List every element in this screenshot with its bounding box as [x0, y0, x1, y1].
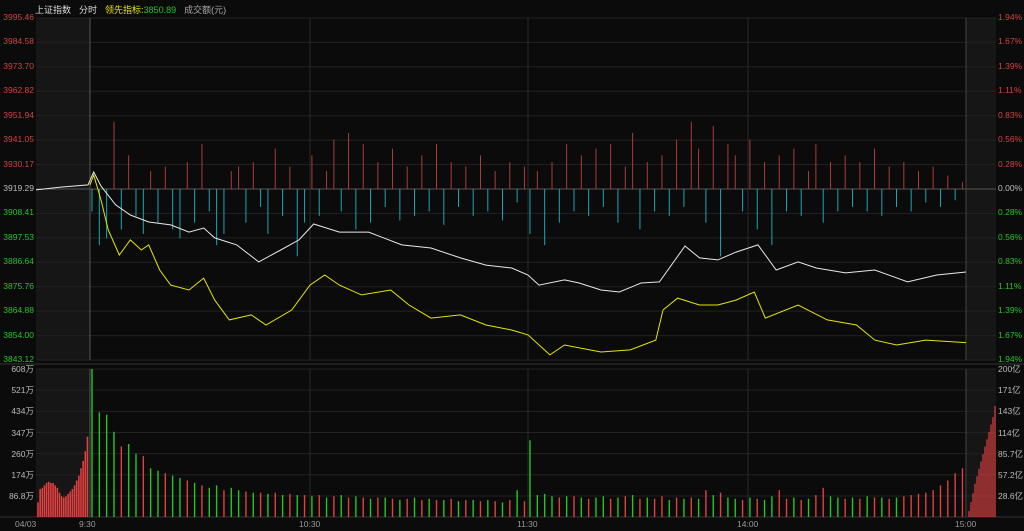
volume-tick-label: 608万	[11, 364, 34, 374]
price-tick-label: 3908.41	[3, 207, 34, 218]
price-tick-label: 3919.29	[3, 183, 34, 193]
price-tick-label: 3941.05	[3, 134, 34, 145]
percent-tick-label: 1.67%	[998, 36, 1023, 47]
volume-label: 成交额(元)	[184, 5, 227, 15]
percent-tick-label: 1.39%	[998, 305, 1023, 316]
mode-tab[interactable]: 分时	[79, 5, 98, 15]
percent-tick-label: 0.00%	[998, 183, 1023, 193]
price-tick-label: 3984.58	[3, 36, 34, 47]
percent-tick-label: 1.11%	[998, 85, 1022, 96]
price-tick-label: 3864.88	[3, 305, 34, 316]
index-line	[35, 170, 967, 293]
amount-tick-label: 57.2亿	[998, 469, 1024, 480]
price-tick-label: 3995.46	[3, 12, 34, 22]
indicator-value: 3850.89	[143, 5, 177, 15]
percent-tick-label: 0.56%	[998, 231, 1023, 242]
price-tick-label: 3843.12	[3, 354, 34, 364]
amount-tick-label: 171亿	[998, 385, 1021, 396]
index-name[interactable]: 上证指数	[35, 5, 72, 15]
amount-tick-label: 85.7亿	[998, 448, 1024, 459]
percent-tick-label: 1.67%	[998, 329, 1023, 340]
price-tick-label: 3962.82	[3, 85, 34, 96]
chart-header: 上证指数 分时 领先指标:3850.89 成交额(元)	[35, 3, 226, 17]
price-tick-label: 3897.53	[3, 231, 34, 242]
volume-tick-label: 260万	[11, 448, 34, 459]
amount-tick-label: 28.6亿	[998, 491, 1024, 501]
percent-tick-label: 1.94%	[998, 354, 1023, 364]
volume-tick-label: 347万	[11, 427, 34, 438]
price-tick-label: 3973.70	[3, 60, 34, 71]
indicator-line	[89, 173, 967, 356]
percent-tick-label: 0.56%	[998, 134, 1023, 145]
time-tick-label: 14:00	[737, 519, 759, 529]
price-tick-label: 3886.64	[3, 256, 34, 267]
percent-tick-label: 0.28%	[998, 158, 1023, 169]
price-tick-label: 3951.94	[3, 109, 34, 120]
volume-tick-label: 521万	[11, 385, 34, 396]
time-tick-label: 11:30	[517, 519, 538, 529]
price-tick-label: 3875.76	[3, 280, 34, 291]
percent-tick-label: 1.11%	[998, 280, 1022, 291]
volume-tick-label: 174万	[11, 469, 34, 480]
percent-tick-label: 1.39%	[998, 60, 1023, 71]
time-tick-label: 04/03	[15, 519, 37, 529]
amount-tick-label: 200亿	[998, 364, 1021, 374]
volume-tick-label: 86.8万	[8, 491, 34, 501]
percent-tick-label: 0.28%	[998, 207, 1023, 218]
percent-tick-label: 1.94%	[998, 12, 1023, 22]
time-tick-label: 15:00	[955, 519, 977, 529]
price-tick-label: 3854.00	[3, 329, 34, 340]
percent-tick-label: 0.83%	[998, 256, 1023, 267]
time-tick-label: 10:30	[299, 519, 321, 529]
amount-tick-label: 114亿	[998, 427, 1021, 438]
percent-tick-label: 0.83%	[998, 109, 1023, 120]
amount-tick-label: 143亿	[998, 406, 1021, 417]
time-tick-label: 9:30	[79, 519, 96, 529]
price-tick-label: 3930.17	[3, 158, 34, 169]
volume-tick-label: 434万	[11, 406, 34, 417]
indicator-label: 领先指标:	[105, 5, 144, 15]
